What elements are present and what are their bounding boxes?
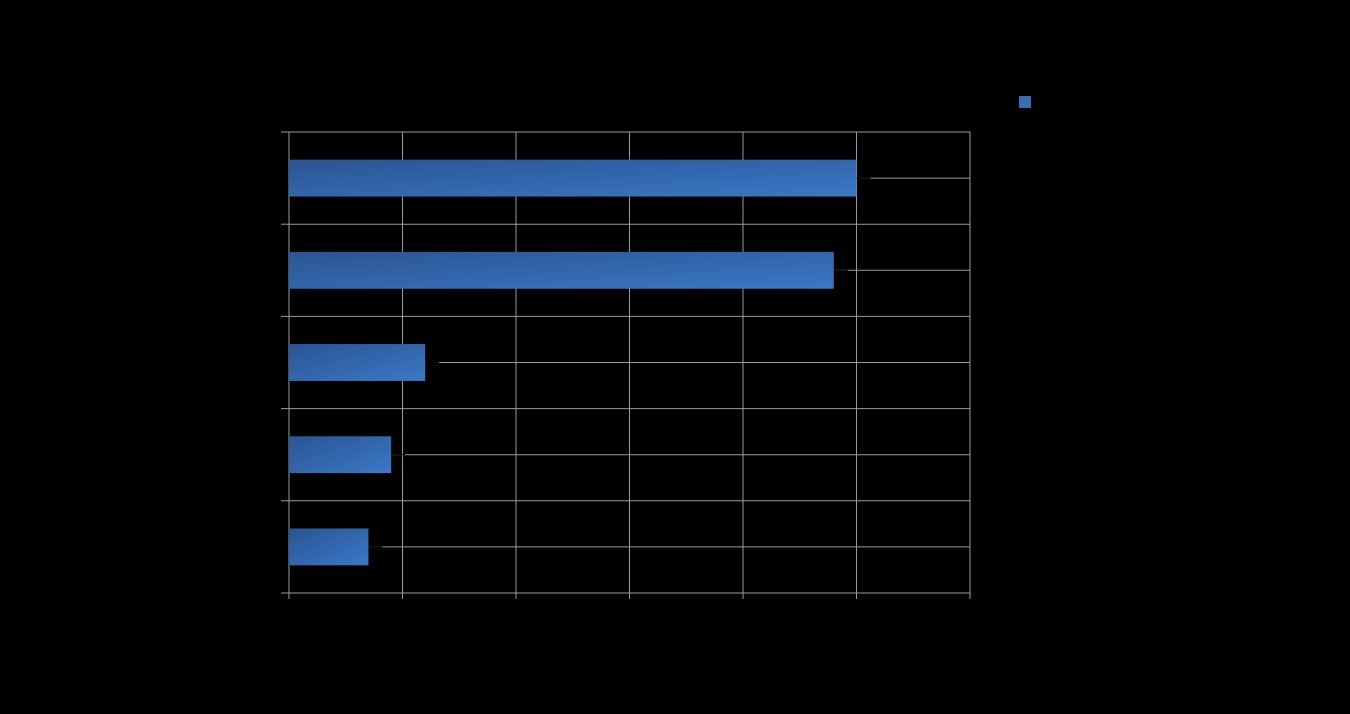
- legend: [1019, 96, 1031, 108]
- bars: [289, 159, 857, 566]
- bar: [289, 159, 857, 197]
- legend-swatch: [1019, 96, 1031, 108]
- bar: [289, 436, 392, 474]
- axis-ticks: [281, 131, 971, 599]
- bar: [289, 528, 369, 566]
- data-labels: [368, 177, 871, 548]
- bar: [289, 344, 426, 381]
- bar: [289, 251, 834, 289]
